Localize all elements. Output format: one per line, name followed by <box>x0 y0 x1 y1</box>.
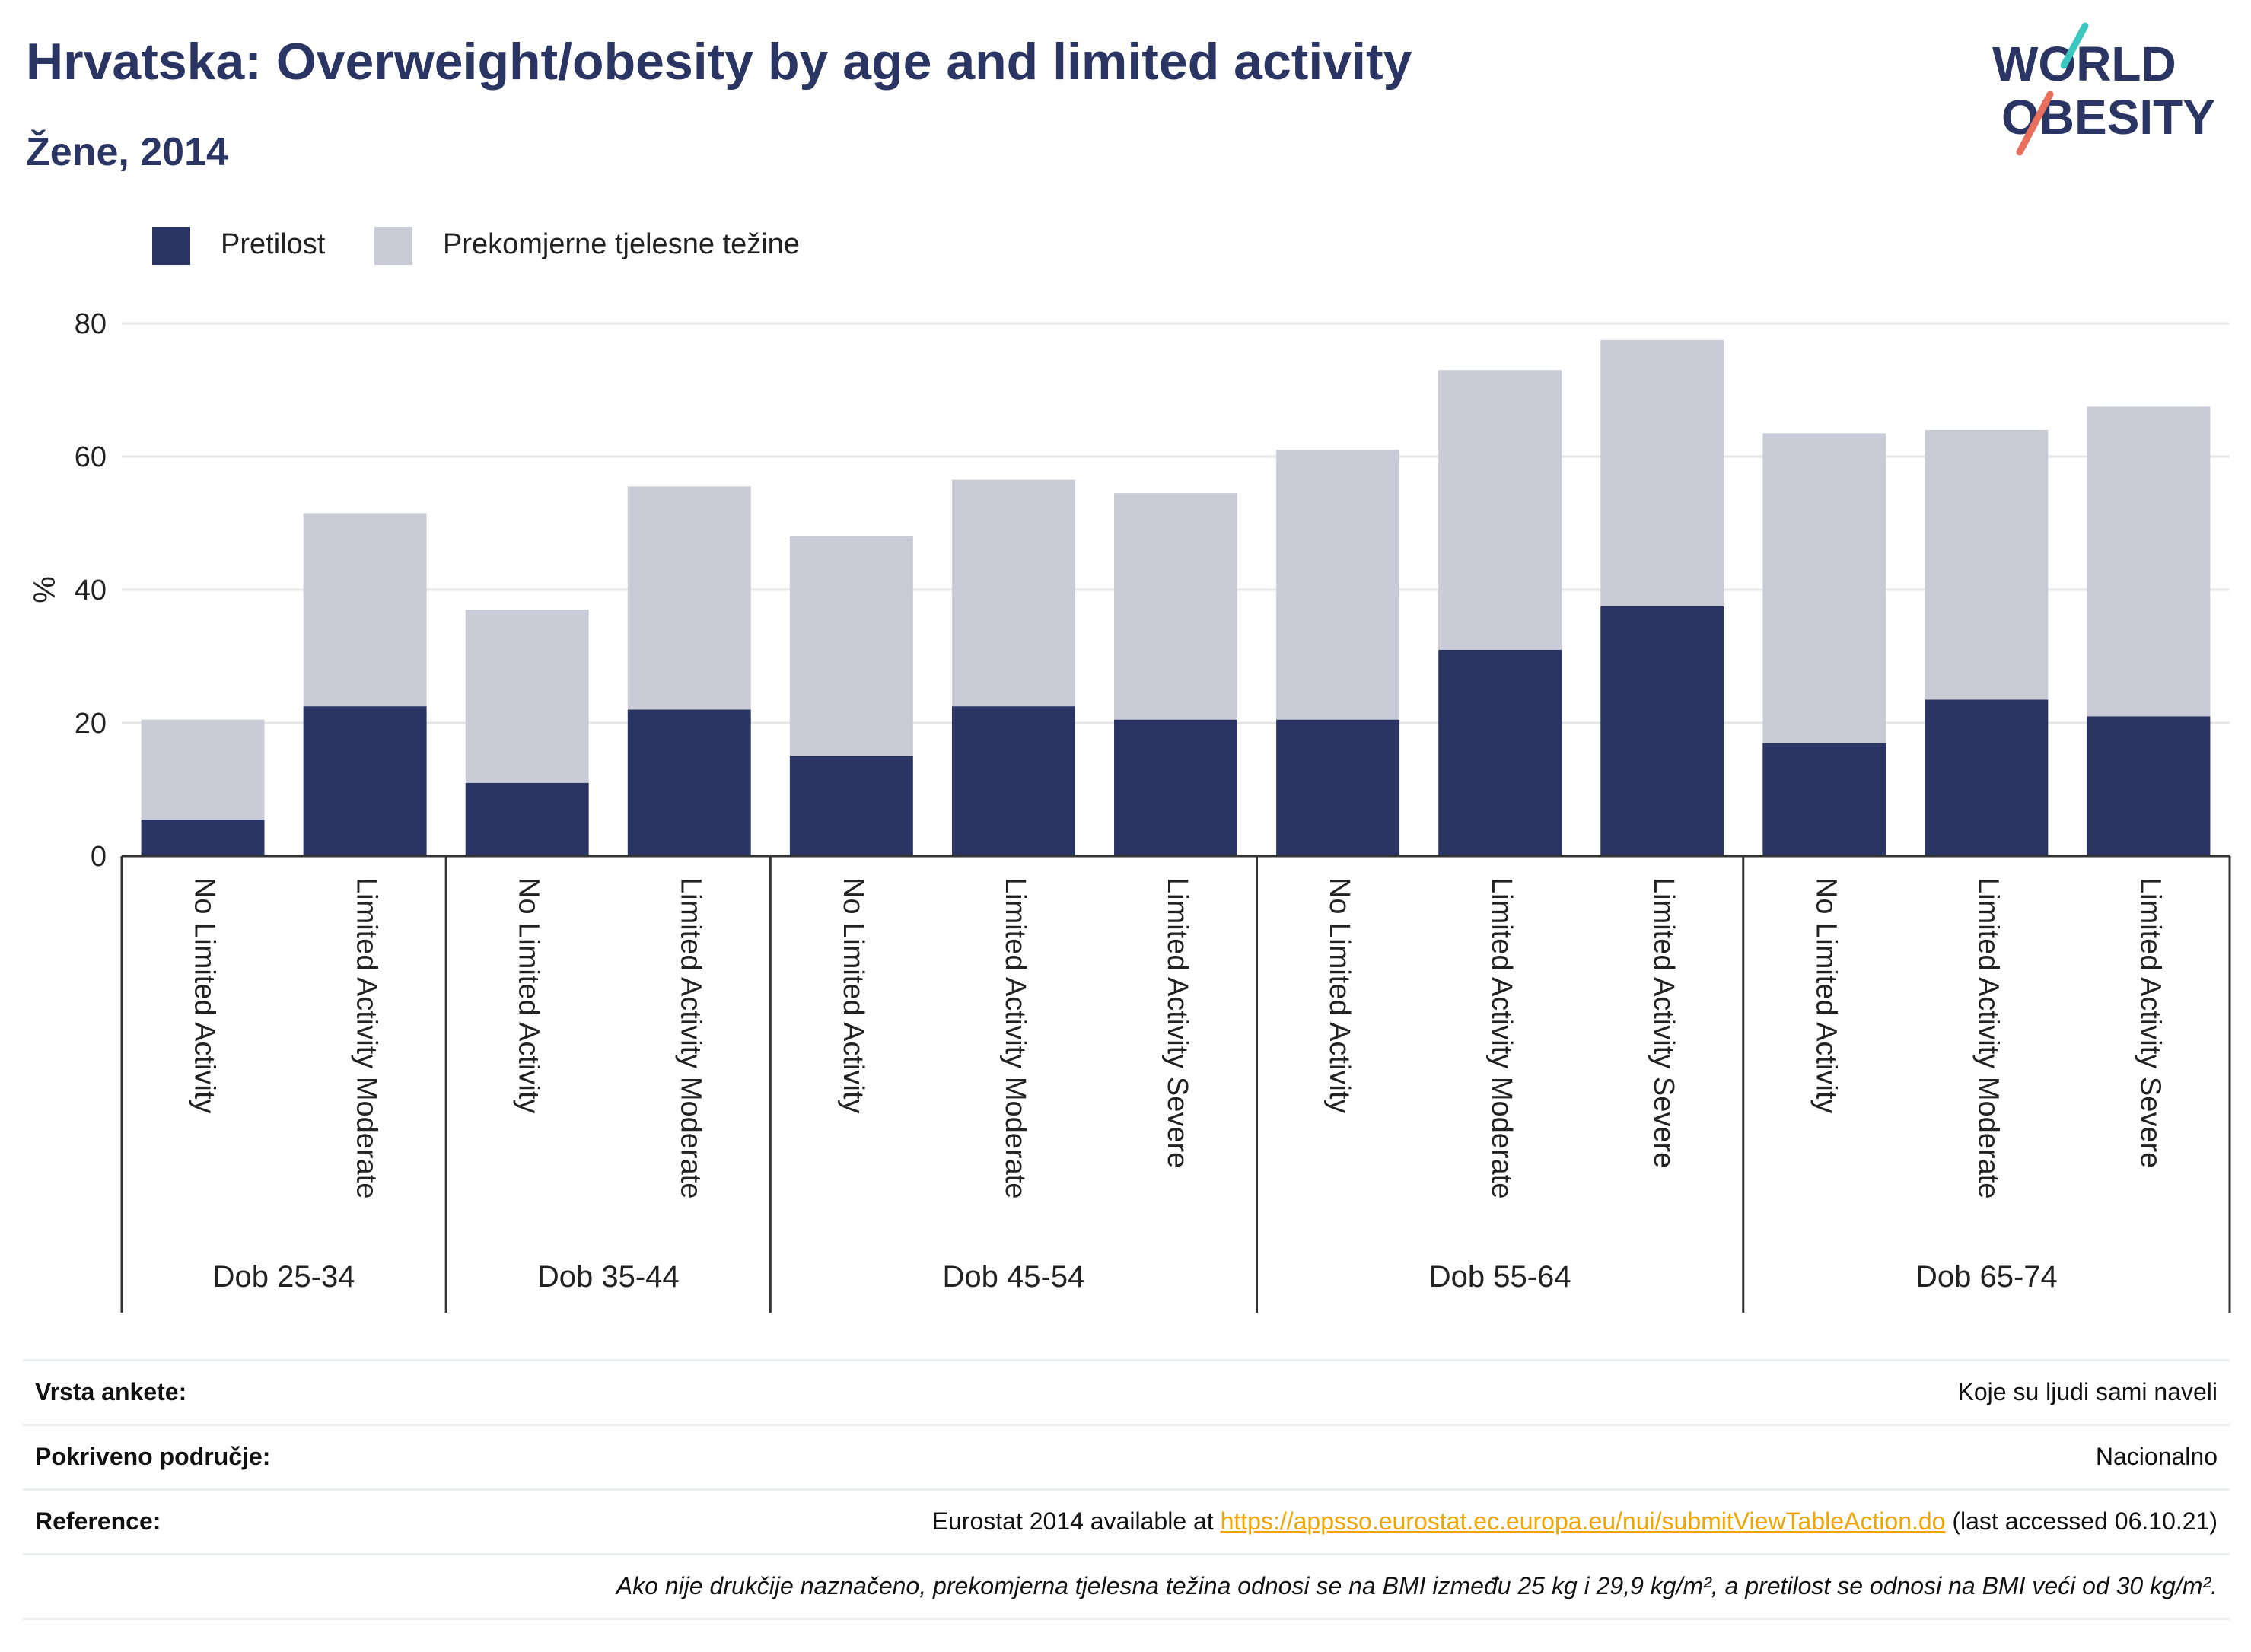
bar-obesity <box>627 709 751 856</box>
bar-overweight <box>1762 433 1886 743</box>
legend-label-obesity: Pretilost <box>221 228 326 260</box>
x-group-label: Dob 35-44 <box>537 1260 680 1294</box>
bar-obesity <box>465 782 589 856</box>
x-category-label: Limited Activity Severe <box>1648 877 1679 1168</box>
x-group-label: Dob 55-64 <box>1429 1260 1571 1294</box>
bar-overweight <box>1600 339 1724 606</box>
y-tick-label: 40 <box>75 575 107 606</box>
reference-prefix: Eurostat 2014 available at <box>931 1507 1221 1535</box>
x-category-label: No Limited Activity <box>1323 877 1355 1113</box>
bar-overweight <box>141 719 265 820</box>
x-group-label: Dob 65-74 <box>1915 1260 2058 1294</box>
logo-slash-red <box>2016 91 2054 156</box>
x-category-label: Limited Activity Moderate <box>351 877 383 1198</box>
logo-line2: OBESITY <box>2001 90 2215 145</box>
x-group-label: Dob 45-54 <box>943 1260 1085 1294</box>
bar-obesity <box>303 706 427 856</box>
definition-note: Ako nije drukčije naznačeno, prekomjerna… <box>616 1572 2218 1599</box>
info-row-survey: Vrsta ankete: Koje su ljudi sami naveli <box>23 1359 2230 1424</box>
x-category-label: No Limited Activity <box>1810 877 1842 1113</box>
bar-overweight <box>789 536 913 756</box>
info-row-area: Pokriveno područje: Nacionalno <box>23 1424 2230 1488</box>
bar-overweight <box>951 479 1075 707</box>
bar-obesity <box>1762 743 1886 856</box>
chart-subtitle: Žene, 2014 <box>26 130 228 174</box>
bar-obesity <box>1438 649 1562 856</box>
y-tick-label: 0 <box>91 841 107 873</box>
x-category-label: Limited Activity Moderate <box>1485 877 1517 1198</box>
bar-obesity <box>2087 716 2211 856</box>
info-table: Vrsta ankete: Koje su ljudi sami naveli … <box>23 1359 2230 1620</box>
reference-link[interactable]: https://appsso.eurostat.ec.europa.eu/nui… <box>1220 1507 1946 1535</box>
logo-line1: WORLD <box>1992 37 2176 91</box>
x-category-label: Limited Activity Severe <box>1161 877 1193 1168</box>
x-category-label: Limited Activity Moderate <box>1972 877 2004 1198</box>
info-row-reference: Reference: Eurostat 2014 available at ht… <box>23 1488 2230 1553</box>
legend-swatch-obesity <box>152 227 190 265</box>
bar-overweight <box>1114 493 1237 720</box>
bar-overweight <box>465 610 589 783</box>
world-obesity-logo: WORLD OBESITY <box>1992 22 2215 156</box>
bar-obesity <box>1276 719 1400 856</box>
y-tick-label: 80 <box>75 308 107 340</box>
logo-slash-teal <box>2060 22 2089 69</box>
bar-overweight <box>1276 450 1400 720</box>
bar-overweight <box>303 513 427 707</box>
area-label: Pokriveno područje: <box>35 1443 271 1470</box>
survey-type-value: Koje su ljudi sami naveli <box>1957 1378 2218 1405</box>
x-category-label: Limited Activity Moderate <box>675 877 707 1198</box>
x-category-label: Limited Activity Severe <box>2134 877 2166 1168</box>
x-category-label: No Limited Activity <box>189 877 221 1113</box>
area-value: Nacionalno <box>2095 1443 2218 1470</box>
legend-label-overweight: Prekomjerne tjelesne težine <box>443 228 800 260</box>
legend-swatch-overweight <box>374 227 412 265</box>
y-tick-label: 20 <box>75 708 107 740</box>
bar-obesity <box>1114 719 1237 856</box>
bar-overweight <box>1438 370 1562 650</box>
reference-value: Eurostat 2014 available at https://appss… <box>932 1507 2218 1536</box>
bar-obesity <box>1925 699 2049 856</box>
x-category-label: No Limited Activity <box>513 877 545 1113</box>
stacked-bar-chart: 0 20 40 60 80% No Limited Activity Limited Act… <box>28 308 2231 1313</box>
info-row-note: Ako nije drukčije naznačeno, prekomjerna… <box>23 1553 2230 1620</box>
reference-label: Reference: <box>35 1507 161 1535</box>
bar-obesity <box>789 756 913 856</box>
bar-overweight <box>1925 430 2049 700</box>
y-axis-label: % <box>28 576 62 603</box>
y-tick-label: 60 <box>75 441 107 473</box>
bar-obesity <box>141 819 265 856</box>
reference-suffix: (last accessed 06.10.21) <box>1945 1507 2218 1535</box>
x-category-label: Limited Activity Moderate <box>999 877 1031 1198</box>
chart-title: Hrvatska: Overweight/obesity by age and … <box>26 33 1412 91</box>
survey-type-label: Vrsta ankete: <box>35 1378 187 1405</box>
bar-obesity <box>1600 606 1724 856</box>
bar-overweight <box>2087 406 2211 717</box>
bar-overweight <box>627 486 751 710</box>
x-category-label: No Limited Activity <box>837 877 869 1113</box>
x-group-label: Dob 25-34 <box>213 1260 355 1294</box>
bar-obesity <box>951 706 1075 856</box>
